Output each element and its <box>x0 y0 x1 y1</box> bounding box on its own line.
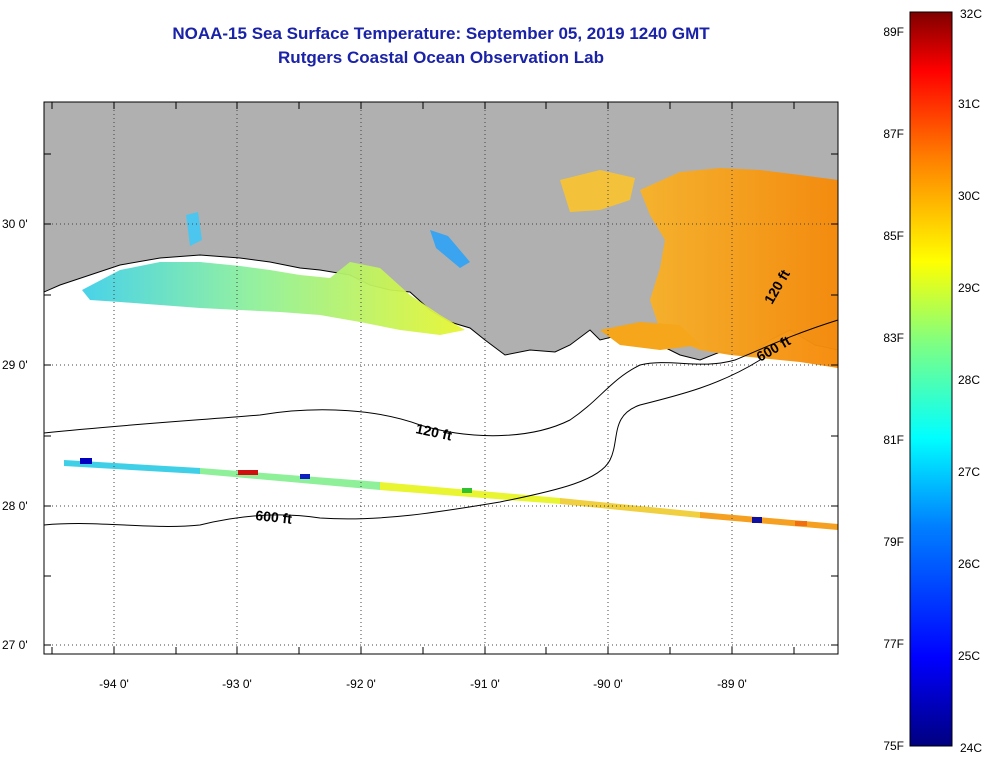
map-title: NOAA-15 Sea Surface Temperature: Septemb… <box>172 24 710 43</box>
sst-patch-coast-east <box>560 170 635 212</box>
lat-tick-label: 30 0' <box>2 217 28 231</box>
isobath-label-120-shelf: 120 ft <box>414 420 453 443</box>
colorbar-celsius-label: 32C <box>960 7 982 21</box>
isobath-label-600-west: 600 ft <box>255 507 293 527</box>
sst-patch-bay <box>186 212 202 246</box>
isobath-contours <box>43 319 839 527</box>
colorbar-celsius-label: 27C <box>958 465 980 479</box>
lat-tick-label: 28 0' <box>2 499 28 513</box>
sst-patch-lake <box>430 230 470 268</box>
colorbar-fahrenheit-label: 75F <box>883 739 904 753</box>
lon-tick-label: -94 0' <box>99 677 129 691</box>
lat-tick-label: 29 0' <box>2 358 28 372</box>
lat-tick-label: 27 0' <box>2 638 28 652</box>
lon-tick-label: -92 0' <box>346 677 376 691</box>
colorbar-celsius-label: 25C <box>958 649 980 663</box>
colorbar-fahrenheit-label: 81F <box>883 433 904 447</box>
colorbar-celsius-label: 26C <box>958 557 980 571</box>
colorbar-fahrenheit-label: 77F <box>883 637 904 651</box>
lon-tick-label: -90 0' <box>593 677 623 691</box>
colorbar-celsius-label: 28C <box>958 373 980 387</box>
colorbar-fahrenheit-label: 89F <box>883 25 904 39</box>
sst-patch-west <box>82 262 465 335</box>
colorbar <box>909 11 953 747</box>
sst-patch-east <box>640 168 838 368</box>
colorbar-celsius-label: 30C <box>958 189 980 203</box>
lon-tick-label: -91 0' <box>470 677 500 691</box>
colorbar-celsius-label: 24C <box>960 741 982 755</box>
map-subtitle: Rutgers Coastal Ocean Observation Lab <box>278 48 604 67</box>
map-frame <box>43 101 839 655</box>
minor-ticks <box>44 102 838 654</box>
lon-tick-label: -89 0' <box>717 677 747 691</box>
colorbar-fahrenheit-label: 87F <box>883 127 904 141</box>
sst-patch-delta <box>600 322 700 350</box>
colorbar-fahrenheit-label: 85F <box>883 229 904 243</box>
colorbar-fahrenheit-label: 79F <box>883 535 904 549</box>
lon-tick-label: -93 0' <box>222 677 252 691</box>
colorbar-fahrenheit-label: 83F <box>883 331 904 345</box>
colorbar-celsius-label: 29C <box>958 281 980 295</box>
colorbar-celsius-label: 31C <box>958 97 980 111</box>
gridlines <box>44 102 838 654</box>
